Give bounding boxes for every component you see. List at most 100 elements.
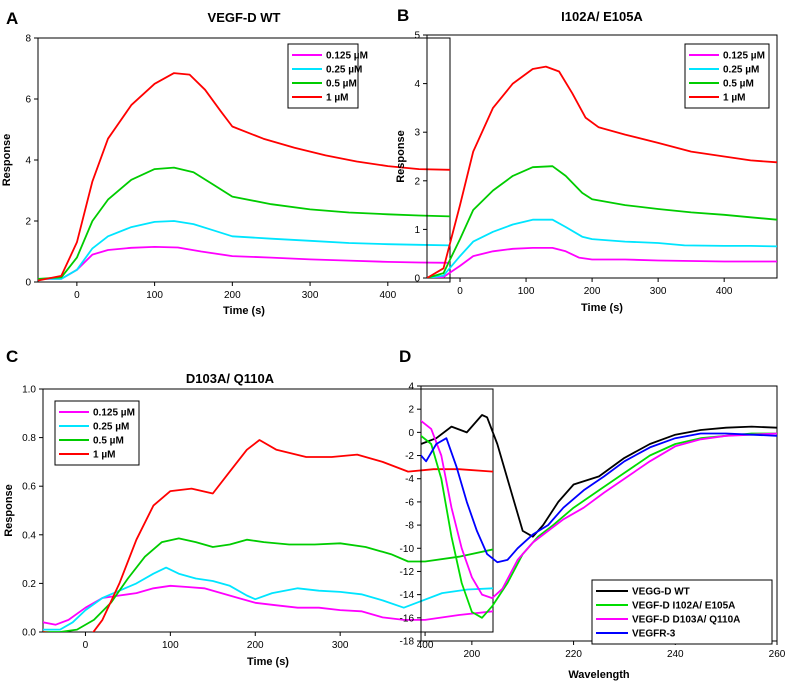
series-line-0 xyxy=(38,245,450,280)
x-tick-label: 0 xyxy=(83,640,89,651)
x-tick-label: 200 xyxy=(464,649,481,660)
x-tick-label: 400 xyxy=(379,290,396,301)
x-axis-label: Time (s) xyxy=(581,302,623,314)
x-axis-label: Time (s) xyxy=(223,305,265,317)
legend-label: 1 µM xyxy=(326,93,348,104)
series-line-0 xyxy=(43,584,493,626)
x-tick-label: 200 xyxy=(247,640,264,651)
legend-label: 0.25 µM xyxy=(93,422,129,433)
x-tick-label: 300 xyxy=(650,286,667,297)
legend-label: 0.25 µM xyxy=(723,65,759,76)
y-tick-label: -6 xyxy=(405,497,414,508)
y-tick-label: 4 xyxy=(414,79,420,90)
y-tick-label: 1.0 xyxy=(22,385,36,396)
series-line-0 xyxy=(421,414,777,538)
y-tick-label: 0.8 xyxy=(22,433,36,444)
y-tick-label: 0 xyxy=(25,278,31,289)
legend-label: VEGF-D D103A/ Q110A xyxy=(632,615,740,626)
x-tick-label: 100 xyxy=(146,290,163,301)
series-line-1 xyxy=(421,432,777,619)
legend-label: 0.25 µM xyxy=(326,65,362,76)
y-tick-label: 8 xyxy=(25,34,31,45)
panel-letter: B xyxy=(397,6,409,25)
legend-label: 1 µM xyxy=(93,450,115,461)
series-line-2 xyxy=(43,537,493,632)
x-tick-label: 0 xyxy=(457,286,463,297)
series-line-3 xyxy=(421,432,777,564)
legend-label: 0.125 µM xyxy=(326,51,368,62)
x-tick-label: 200 xyxy=(584,286,601,297)
y-tick-label: -12 xyxy=(400,567,415,578)
y-tick-label: 0.6 xyxy=(22,482,36,493)
y-tick-label: -18 xyxy=(400,637,415,648)
y-tick-label: 5 xyxy=(414,31,420,42)
y-tick-label: 1 xyxy=(414,225,420,236)
y-tick-label: 4 xyxy=(25,156,31,167)
chart-panel-c: C D103A/ Q110A 0 100 200 300 400 0.0 0.2 0.4 0.6 0.… xyxy=(3,347,494,668)
x-tick-label: 220 xyxy=(565,649,582,660)
legend-label: VEGF-D I102A/ E105A xyxy=(632,601,735,612)
legend-label: 0.5 µM xyxy=(326,79,357,90)
series-line-2 xyxy=(427,165,777,278)
y-tick-label: 0.0 xyxy=(22,628,36,639)
series-line-3 xyxy=(427,65,777,278)
chart-panel-d: D 200 220 240 260 4 2 0 -2 -4 -6 -8 -10 -12 -14 -16 -18 W… xyxy=(399,347,786,681)
y-tick-label: 4 xyxy=(408,382,414,393)
y-tick-label: 0.2 xyxy=(22,579,36,590)
plot-frame xyxy=(42,388,494,633)
chart-panel-b: B I102A/ E105A 0 100 200 300 400 0 1 2 3 4 5 Time (s)… xyxy=(395,6,778,314)
y-tick-label: -16 xyxy=(400,613,415,624)
chart-title: D103A/ Q110A xyxy=(186,371,275,386)
x-tick-label: 300 xyxy=(332,640,349,651)
y-tick-label: -14 xyxy=(400,590,415,601)
series-line-2 xyxy=(421,419,777,599)
y-tick-label: 3 xyxy=(414,128,420,139)
y-axis-label: Response xyxy=(3,484,15,537)
series-line-2 xyxy=(38,166,450,280)
series-line-0 xyxy=(427,246,777,278)
x-tick-label: 400 xyxy=(417,640,434,651)
y-tick-label: 0 xyxy=(414,274,420,285)
x-axis-label: Time (s) xyxy=(247,656,289,668)
x-tick-label: 260 xyxy=(769,649,786,660)
y-tick-label: 6 xyxy=(25,95,31,106)
y-tick-label: 2 xyxy=(414,176,420,187)
y-tick-label: 0 xyxy=(408,428,414,439)
y-tick-label: -10 xyxy=(400,544,415,555)
y-tick-label: 2 xyxy=(25,217,31,228)
y-axis-label: Response xyxy=(1,134,13,187)
x-tick-label: 100 xyxy=(162,640,179,651)
y-tick-label: -2 xyxy=(405,451,414,462)
panel-letter: C xyxy=(6,347,18,366)
plot-frame xyxy=(426,34,778,279)
legend-label: 1 µM xyxy=(723,93,745,104)
legend-label: 0.125 µM xyxy=(93,408,135,419)
x-tick-label: 300 xyxy=(302,290,319,301)
panel-letter: D xyxy=(399,347,411,366)
y-tick-label: -8 xyxy=(405,521,414,532)
x-tick-label: 0 xyxy=(74,290,80,301)
panel-letter: A xyxy=(6,9,18,28)
legend-label: 0.125 µM xyxy=(723,51,765,62)
y-tick-label: 0.4 xyxy=(22,530,36,541)
legend-label: 0.5 µM xyxy=(93,436,124,447)
x-tick-label: 100 xyxy=(518,286,535,297)
x-tick-label: 400 xyxy=(716,286,733,297)
series-line-1 xyxy=(427,218,777,278)
legend-label: VEGFR-3 xyxy=(632,629,676,640)
series-line-3 xyxy=(38,72,450,282)
series-line-1 xyxy=(38,220,450,280)
y-tick-label: 2 xyxy=(408,405,414,416)
chart-title: I102A/ E105A xyxy=(561,9,643,24)
y-axis-label: Response xyxy=(395,130,407,183)
series-line-3 xyxy=(43,439,493,632)
legend-label: 0.5 µM xyxy=(723,79,754,90)
legend-label: VEGG-D WT xyxy=(632,587,690,598)
x-tick-label: 240 xyxy=(667,649,684,660)
x-axis-label: Wavelength xyxy=(568,669,630,681)
chart-title: VEGF-D WT xyxy=(208,10,281,25)
chart-panel-a: A VEGF-D WT 0 100 200 300 400 0 2 4 6 8 Time (s) Resp… xyxy=(1,9,451,317)
y-tick-label: -4 xyxy=(405,474,414,485)
series-line-1 xyxy=(43,566,493,631)
